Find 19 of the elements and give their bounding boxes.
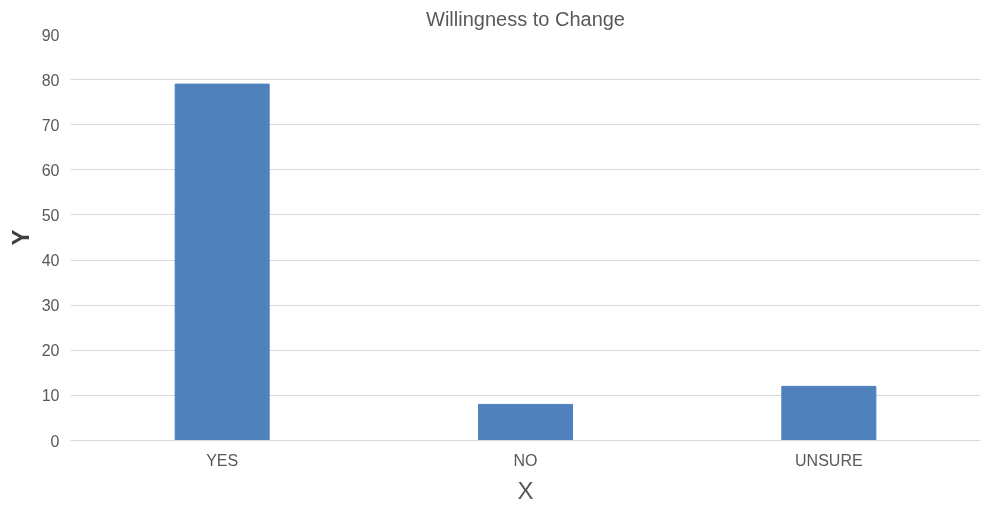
bar (781, 385, 877, 441)
x-tick-label: YES (206, 451, 239, 469)
y-tick-label: 40 (41, 252, 60, 270)
y-tick-label: 50 (41, 206, 60, 224)
bar (477, 403, 574, 441)
y-tick-label: 70 (41, 116, 60, 134)
y-tick-label: 90 (41, 26, 60, 44)
bar (174, 83, 270, 441)
y-tick-label: 80 (41, 71, 60, 89)
x-tick-label: UNSURE (795, 451, 863, 469)
y-tick-label: 0 (50, 432, 60, 450)
x-tick-label: NO (513, 451, 538, 469)
x-axis-title: X (517, 476, 534, 504)
chart-title: Willingness to Change (426, 7, 625, 30)
y-tick-label: 20 (41, 342, 60, 360)
y-tick-label: 30 (41, 297, 60, 315)
y-tick-label: 10 (41, 387, 60, 405)
y-axis-title: Y (6, 229, 34, 246)
y-tick-label: 60 (41, 161, 60, 179)
